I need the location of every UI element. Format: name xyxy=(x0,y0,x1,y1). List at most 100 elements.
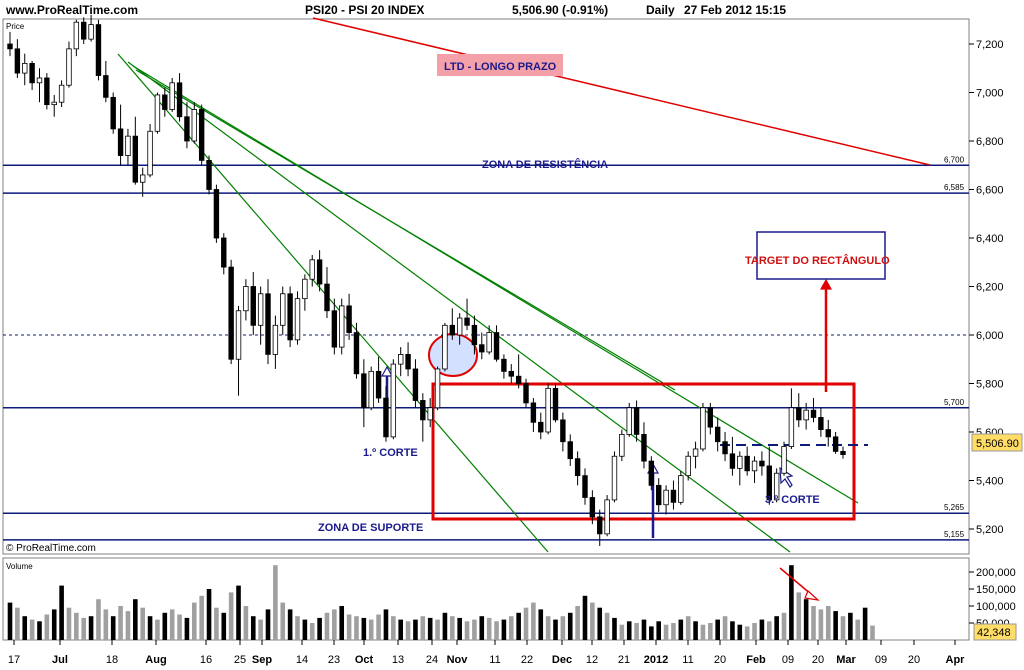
volume-bar xyxy=(265,609,271,640)
candle-body xyxy=(22,63,28,74)
candle-body xyxy=(633,407,640,435)
candle-body xyxy=(692,448,699,457)
volume-bar xyxy=(590,602,595,640)
candle-body xyxy=(58,84,65,103)
volume-bar xyxy=(663,624,669,640)
candle xyxy=(619,429,625,462)
instrument-title: PSI20 - PSI 20 INDEX xyxy=(305,3,424,17)
candle xyxy=(479,332,485,360)
candle-body xyxy=(781,446,787,474)
x-tick-label: 20 xyxy=(714,654,726,666)
volume-bar xyxy=(361,617,367,640)
volume-bar xyxy=(656,621,662,640)
candle-body xyxy=(427,407,433,421)
price-tick-label: 6,200 xyxy=(976,282,1004,294)
candle-body xyxy=(744,455,750,472)
candle xyxy=(265,279,271,365)
volume-bar xyxy=(523,607,529,640)
candle-body xyxy=(545,387,551,433)
volume-bar xyxy=(125,611,131,640)
volume-panel-label: Volume xyxy=(6,562,33,571)
candle xyxy=(633,400,640,442)
candle xyxy=(243,279,249,321)
candle-body xyxy=(626,407,632,435)
candle-body xyxy=(773,472,780,501)
candle xyxy=(840,446,846,459)
volume-bar xyxy=(494,621,499,640)
candle xyxy=(530,398,537,432)
volume-bar xyxy=(302,619,308,640)
candle-body xyxy=(147,130,153,176)
volume-bar xyxy=(516,612,521,640)
candle xyxy=(257,286,264,345)
green-trendline-1 xyxy=(117,53,549,553)
candle-body xyxy=(663,489,669,506)
candle xyxy=(339,298,345,355)
candle-body xyxy=(464,317,470,326)
candle-body xyxy=(29,63,35,84)
candle xyxy=(663,485,669,515)
volume-bar xyxy=(66,607,72,640)
volume-bar xyxy=(88,616,94,640)
volume-bar xyxy=(796,592,802,640)
volume-bar xyxy=(700,624,706,640)
candle-body xyxy=(154,94,161,132)
candle xyxy=(759,451,765,476)
volume-bar xyxy=(848,612,853,640)
candle xyxy=(420,393,426,442)
candle-body xyxy=(390,363,397,438)
candle xyxy=(213,184,220,243)
candle xyxy=(641,422,647,469)
candle xyxy=(58,80,65,108)
candle xyxy=(574,451,581,486)
candle-body xyxy=(582,475,588,498)
volume-bar xyxy=(634,623,639,640)
candle xyxy=(545,383,551,435)
candle-body xyxy=(788,407,795,447)
price-tick-label: 5,800 xyxy=(976,379,1004,391)
volume-tick-label: 150,000 xyxy=(976,584,1016,596)
x-tick-label: Dec xyxy=(552,654,572,666)
candle-body xyxy=(508,370,514,377)
candle xyxy=(7,31,13,57)
candle xyxy=(626,402,632,437)
candle-body xyxy=(420,400,426,421)
x-tick-label: 14 xyxy=(296,654,308,666)
candle xyxy=(737,451,743,486)
candle xyxy=(383,385,389,442)
x-tick-label: Apr xyxy=(946,654,966,666)
candle xyxy=(162,87,168,117)
candle-body xyxy=(191,109,197,142)
candle xyxy=(206,155,212,195)
candle xyxy=(316,250,323,292)
x-tick-label: Oct xyxy=(355,654,374,666)
volume-bar xyxy=(744,626,750,640)
candle xyxy=(818,407,824,437)
candle-body xyxy=(707,407,714,428)
last-price-badge xyxy=(971,433,1023,452)
candle-body xyxy=(81,21,87,40)
volume-bar xyxy=(398,619,403,640)
candle xyxy=(788,388,795,449)
candle-body xyxy=(243,286,249,312)
volume-bar xyxy=(560,616,566,640)
candle xyxy=(714,417,721,452)
volume-bar xyxy=(641,619,647,640)
candle xyxy=(235,305,242,396)
candle-body xyxy=(442,324,448,370)
volume-bar xyxy=(103,609,109,640)
volume-bar xyxy=(110,616,116,640)
candle xyxy=(132,116,139,185)
volume-bar xyxy=(155,619,160,640)
volume-bar xyxy=(324,612,330,640)
candle xyxy=(825,419,831,447)
ltd-label-box xyxy=(437,54,563,76)
candle xyxy=(803,402,809,430)
volume-bar xyxy=(405,621,411,640)
price-tick-label: 5,400 xyxy=(976,476,1004,488)
volume-bar xyxy=(7,602,13,640)
candle-body xyxy=(287,293,293,341)
volume-bar xyxy=(22,616,28,640)
volume-bar xyxy=(715,619,720,640)
